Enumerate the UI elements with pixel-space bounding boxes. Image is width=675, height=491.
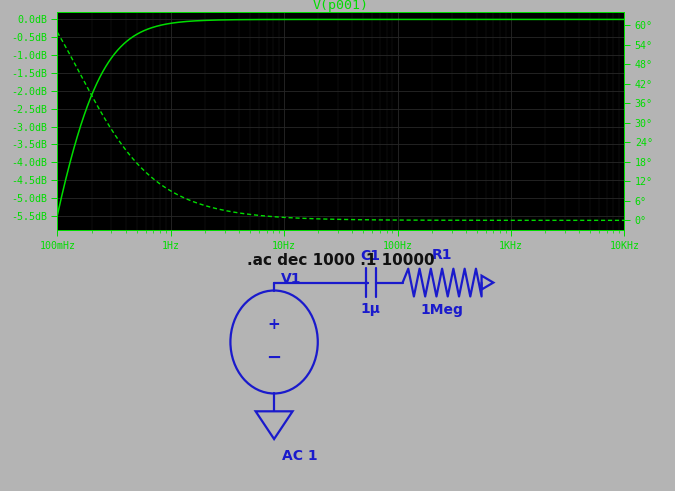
- Text: V1: V1: [281, 272, 301, 286]
- Text: .ac dec 1000 .1 10000: .ac dec 1000 .1 10000: [246, 253, 434, 268]
- Title: V(p001): V(p001): [313, 0, 369, 12]
- Text: 1Meg: 1Meg: [421, 303, 464, 317]
- Text: 1μ: 1μ: [360, 302, 381, 316]
- Text: R1: R1: [432, 248, 452, 262]
- Text: C1: C1: [360, 249, 381, 263]
- Text: −: −: [267, 349, 281, 367]
- Text: AC 1: AC 1: [283, 449, 318, 463]
- Text: +: +: [268, 317, 281, 332]
